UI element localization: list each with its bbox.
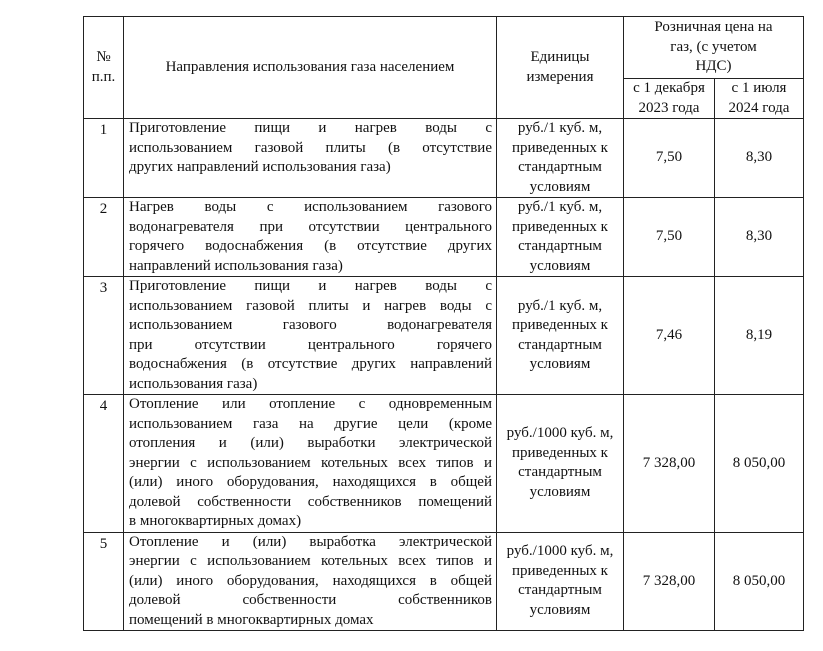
header-units: Единицы измерения [496, 16, 624, 119]
row-direction: Приготовление пищи и нагрев воды с исполь… [123, 118, 497, 198]
row-number: 5 [83, 531, 124, 631]
row-unit: руб./1000 куб. м, приведенных к стандарт… [496, 531, 624, 631]
direction-line: Приготовление пищи и нагрев воды с [129, 120, 492, 136]
direction-line: водоснабжения (в отсутствие других напра… [129, 356, 492, 372]
row-number: 2 [83, 197, 124, 277]
row-price-2024: 8,30 [714, 197, 804, 277]
row-number: 1 [83, 118, 124, 198]
row-price-2024: 8 050,00 [714, 394, 804, 533]
table-row: 1 Приготовление пищи и нагрев воды с испол… [83, 118, 804, 198]
header-period-2: с 1 июля 2024 года [714, 78, 804, 119]
header-period-1: с 1 декабря 2023 года [623, 78, 715, 119]
row-direction: Отопление или отопление с одновременным и… [123, 394, 497, 533]
direction-line: отопления и (или) выработки электрическо… [129, 435, 492, 451]
direction-line: в многоквартирных домах) [129, 513, 302, 529]
direction-line: Отопление и (или) выработка электрическо… [129, 533, 492, 550]
direction-line: долевой собственности собственников [129, 592, 492, 608]
direction-line: использованием газовой плиты (в отсутств… [129, 139, 492, 156]
direction-line: (или) иного оборудования, находящихся в … [129, 572, 492, 589]
direction-line: использованием газа на другие цели (кром… [129, 415, 492, 432]
row-price-2023: 7 328,00 [623, 394, 715, 533]
row-number: 4 [83, 394, 124, 533]
direction-line: энергии с использованием котельных всех … [129, 553, 492, 569]
row-price-2023: 7 328,00 [623, 531, 715, 631]
direction-line: помещений в многоквартирных домах [129, 611, 374, 628]
row-price-2023: 7,50 [623, 118, 715, 198]
header-price: Розничная цена на газ, (с учетом НДС) [623, 16, 804, 79]
row-unit: руб./1 куб. м, приведенных к стандартным… [496, 276, 624, 395]
direction-line: при отсутствии центрального горячего [129, 336, 492, 353]
direction-line: других направлений использования газа) [129, 159, 391, 175]
direction-line: Приготовление пищи и нагрев воды с [129, 278, 492, 294]
row-direction: Нагрев воды с использованием газового вод… [123, 197, 497, 277]
direction-line: использованием газового водонагревателя [129, 317, 492, 333]
row-price-2024: 8,30 [714, 118, 804, 198]
row-price-2023: 7,50 [623, 197, 715, 277]
row-price-2023: 7,46 [623, 276, 715, 395]
row-direction: Приготовление пищи и нагрев воды с исполь… [123, 276, 497, 395]
row-price-2024: 8,19 [714, 276, 804, 395]
direction-line: горячего водоснабжения (в отсутствие дру… [129, 238, 492, 254]
direction-line: использования газа) [129, 375, 258, 392]
direction-line: направлений использования газа) [129, 257, 343, 274]
table-row: 3 Приготовление пищи и нагрев воды с испол… [83, 276, 804, 395]
direction-line: Отопление или отопление с одновременным [129, 396, 492, 412]
gas-price-table: № п.п. Направления использования газа на… [83, 16, 804, 631]
header-num: № п.п. [83, 16, 124, 119]
table-row: 4 Отопление или отопление с одновременным… [83, 394, 804, 533]
row-unit: руб./1 куб. м, приведенных к стандартным… [496, 118, 624, 198]
table-row: 5 Отопление и (или) выработка электрическ… [83, 531, 804, 631]
direction-line: долевой собственности собственников поме… [129, 493, 492, 510]
header-direction: Направления использования газа население… [123, 16, 497, 119]
direction-line: энергии с использованием котельных всех … [129, 454, 492, 471]
direction-line: (или) иного оборудования, находящихся в … [129, 474, 492, 490]
direction-line: Нагрев воды с использованием газового [129, 199, 492, 215]
row-number: 3 [83, 276, 124, 395]
direction-line: водонагревателя при отсутствии центральн… [129, 218, 492, 235]
table-row: 2 Нагрев воды с использованием газового во… [83, 197, 804, 277]
row-unit: руб./1000 куб. м, приведенных к стандарт… [496, 394, 624, 533]
direction-line: использованием газовой плиты и нагрев во… [129, 297, 492, 314]
row-price-2024: 8 050,00 [714, 531, 804, 631]
row-unit: руб./1 куб. м, приведенных к стандартным… [496, 197, 624, 277]
row-direction: Отопление и (или) выработка электрическо… [123, 531, 497, 631]
